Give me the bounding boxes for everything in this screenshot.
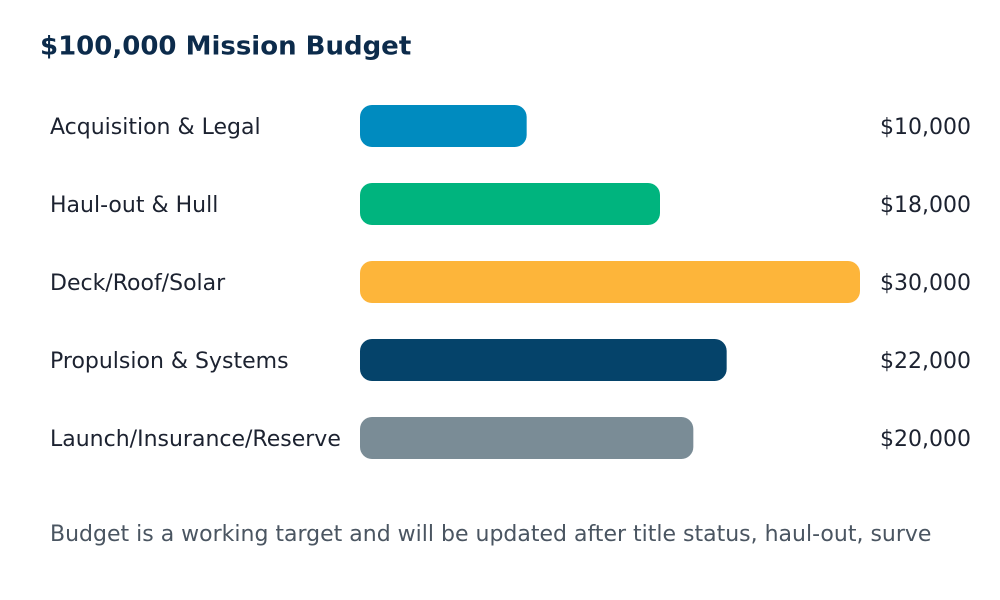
value-label: $18,000 [880,193,971,218]
bar [360,417,694,459]
bar [360,183,660,225]
chart-title: $100,000 Mission Budget [40,32,411,62]
footnote: Budget is a working target and will be u… [50,522,931,547]
value-label: $22,000 [880,349,971,374]
bar [360,339,727,381]
bar [360,261,860,303]
category-label: Launch/Insurance/Reserve [50,427,341,452]
category-label: Acquisition & Legal [50,115,261,140]
category-label: Haul-out & Hull [50,193,218,218]
value-label: $20,000 [880,427,971,452]
value-label: $10,000 [880,115,971,140]
bar [360,105,527,147]
category-label: Deck/Roof/Solar [50,271,226,296]
category-label: Propulsion & Systems [50,349,289,374]
value-label: $30,000 [880,271,971,296]
